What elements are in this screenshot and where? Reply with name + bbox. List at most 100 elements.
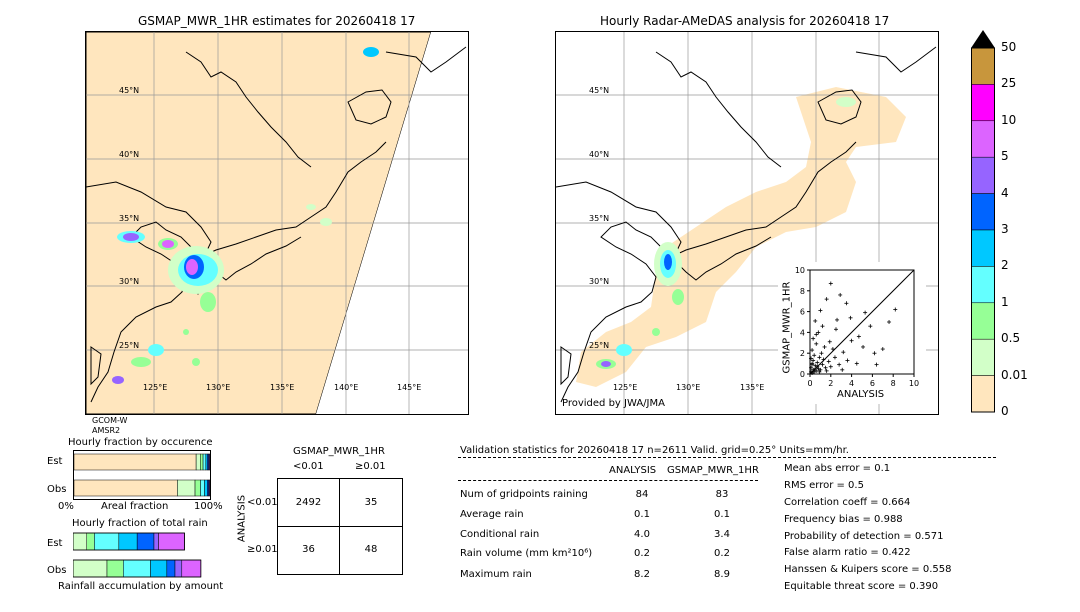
fraction-segment xyxy=(106,559,124,578)
colorbar-segment xyxy=(970,229,996,267)
scatter-ytick-label: 6 xyxy=(800,308,805,317)
right-lat-label: 40°N xyxy=(589,150,610,159)
col-analysis: ANALYSIS xyxy=(609,465,657,476)
scatter-point xyxy=(840,367,845,372)
fraction-segment xyxy=(73,453,197,471)
radar-coverage xyxy=(576,87,906,387)
scatter-xtick-label: 8 xyxy=(891,379,896,388)
occurrence-xlabel: Areal fraction xyxy=(101,501,169,512)
scatter-point xyxy=(868,324,873,329)
stat-gsmap: 83 xyxy=(715,489,729,500)
scatter-point xyxy=(812,367,817,372)
score-line: Correlation coeff = 0.664 xyxy=(784,497,911,508)
fraction-segment xyxy=(94,532,120,551)
left-lon-label: 140°E xyxy=(334,383,359,392)
scatter-point xyxy=(856,334,861,339)
scatter-point xyxy=(826,359,831,364)
colorbar-label: 3 xyxy=(1001,222,1009,236)
occurrence-tick-100: 100% xyxy=(194,501,223,512)
stat-analysis: 84 xyxy=(635,489,649,500)
fraction-segment xyxy=(86,532,95,551)
scatter-point xyxy=(816,330,821,335)
right-lat-label: 25°N xyxy=(589,341,610,350)
colorbar-segment xyxy=(970,84,996,122)
scatter-point xyxy=(854,361,859,366)
left-lat-label: 30°N xyxy=(119,277,140,286)
left-lon-label: 135°E xyxy=(270,383,295,392)
scatter-point xyxy=(837,362,842,367)
scatter-point xyxy=(824,368,829,373)
stat-analysis: 0.2 xyxy=(634,548,650,559)
fraction-segment xyxy=(118,532,138,551)
fraction-segment xyxy=(194,479,201,497)
cell-hit: 48 xyxy=(364,544,378,555)
left-lon-label: 145°E xyxy=(397,383,422,392)
scatter-point xyxy=(811,336,816,341)
colorbar-label: 25 xyxy=(1001,76,1017,91)
scatter-point xyxy=(819,351,824,356)
scatter-point xyxy=(863,310,868,315)
scatter-point xyxy=(893,307,898,312)
stat-label: Num of gridpoints raining xyxy=(460,489,588,500)
fraction-segment xyxy=(73,479,178,497)
scatter-point xyxy=(815,364,820,369)
scatter-point xyxy=(880,347,885,352)
right-map-coastline xyxy=(556,46,937,403)
total-rain-est-label: Est xyxy=(47,538,63,549)
scatter-point xyxy=(821,357,826,362)
total-rain-bars xyxy=(72,532,202,578)
colorbar-segment xyxy=(970,338,996,376)
scatter-xlabel: ANALYSIS xyxy=(837,389,885,400)
colorbar-label: 50 xyxy=(1001,40,1017,54)
fraction-segment xyxy=(200,479,205,497)
stat-label: Maximum rain xyxy=(460,569,532,580)
stat-label: Rain volume (mm km²10⁶) xyxy=(460,548,593,559)
stat-label: Conditional rain xyxy=(460,529,540,540)
stat-gsmap: 8.9 xyxy=(714,569,730,580)
stat-gsmap: 3.4 xyxy=(714,529,730,540)
colorbar-label: 5 xyxy=(1001,149,1009,164)
scatter-point xyxy=(887,320,892,324)
scatter-point xyxy=(818,367,823,372)
scatter-point xyxy=(841,350,846,355)
right-map-rain xyxy=(596,97,856,369)
scatter-ytick-label: 10 xyxy=(795,266,805,275)
colorbar-segment xyxy=(970,302,996,340)
fraction-segment xyxy=(209,479,211,497)
stat-gsmap: 0.2 xyxy=(714,548,730,559)
colorbar-label: 0 xyxy=(1001,404,1009,418)
scatter-point xyxy=(818,308,823,313)
score-line: Equitable threat score = 0.390 xyxy=(784,581,939,592)
fraction-segment xyxy=(195,453,201,471)
contingency-col-1: ≥0.01 xyxy=(355,461,386,472)
scatter-point xyxy=(832,355,837,360)
left-lat-label: 45°N xyxy=(119,86,140,95)
scatter-ylabel: GSMAP_MWR_1HR xyxy=(781,281,793,374)
scatter-ytick-label: 0 xyxy=(800,370,805,379)
left-lat-label: 25°N xyxy=(119,341,140,350)
scatter-point xyxy=(815,360,820,365)
colorbar-label: 1 xyxy=(1001,294,1009,309)
right-lon-label: 125°E xyxy=(613,383,638,392)
scatter-point xyxy=(830,347,835,352)
colorbar-segment xyxy=(970,47,996,85)
sensor-label: AMSR2 xyxy=(92,426,121,435)
fraction-segment xyxy=(181,559,202,578)
fraction-segment xyxy=(209,453,211,471)
scatter-ytick-label: 4 xyxy=(800,328,805,337)
occurrence-obs-label: Obs xyxy=(47,484,67,495)
fraction-segment xyxy=(200,453,204,471)
col-gsmap: GSMAP_MWR_1HR xyxy=(667,465,759,476)
scatter-point xyxy=(816,366,821,371)
fraction-segment xyxy=(158,532,185,551)
scatter-point xyxy=(820,324,825,329)
left-map-panel: 45°N 40°N 35°N 30°N 25°N 125°E 130°E 135… xyxy=(85,31,469,415)
right-lon-label: 135°E xyxy=(740,383,765,392)
scatter-point xyxy=(822,344,827,349)
scatter-point xyxy=(809,365,814,370)
total-rain-chart xyxy=(72,531,209,579)
fraction-segment xyxy=(166,559,176,578)
scatter-xtick-label: 6 xyxy=(870,379,875,388)
right-map-svg xyxy=(556,32,938,414)
contingency-col-0: <0.01 xyxy=(293,461,324,472)
